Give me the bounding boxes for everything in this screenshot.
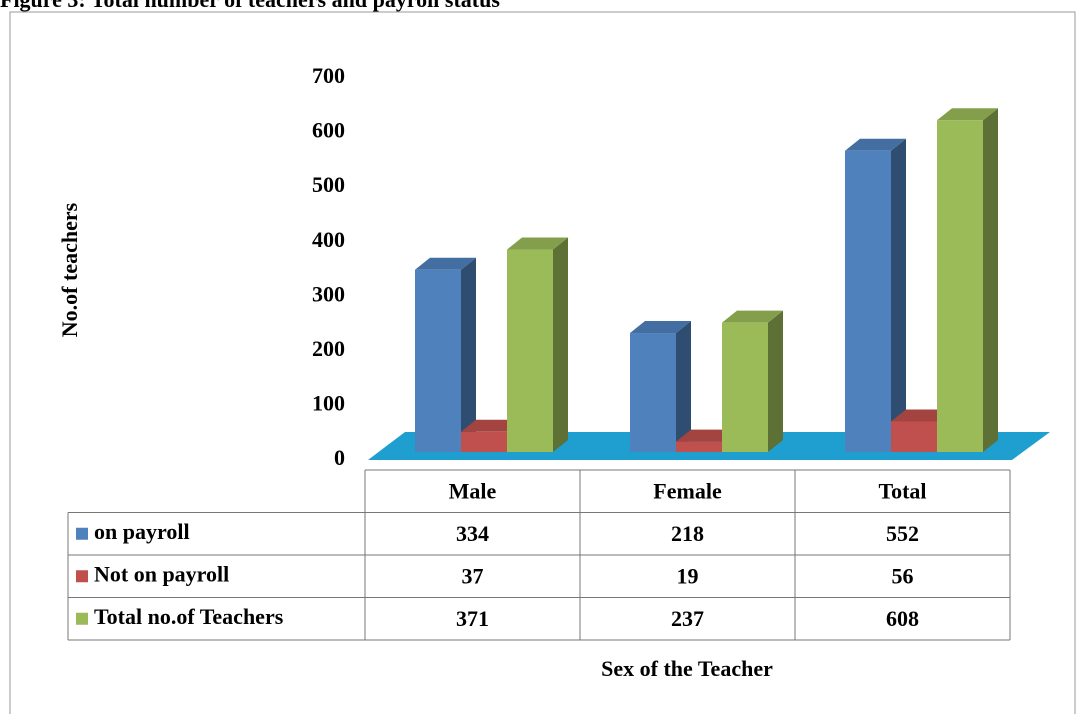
bar: [722, 322, 768, 452]
x-tick-label: Male: [449, 478, 497, 503]
legend-swatch: [76, 612, 88, 625]
bar: [937, 120, 983, 452]
table-value: 19: [677, 563, 699, 588]
y-tick-label: 700: [312, 63, 345, 88]
table-value: 371: [456, 606, 489, 631]
table-value: 237: [671, 606, 704, 631]
y-tick-label: 100: [312, 390, 345, 415]
x-axis-label: Sex of the Teacher: [601, 656, 773, 681]
frame: [9, 11, 1076, 714]
bar-top: [415, 257, 476, 270]
y-tick-label: 200: [312, 336, 345, 361]
x-tick-label: Female: [653, 478, 722, 503]
y-tick-label: 600: [312, 118, 345, 143]
table-value: 56: [892, 563, 914, 588]
y-tick-label: 0: [334, 445, 345, 470]
bar-side: [553, 237, 568, 452]
bar: [676, 441, 722, 452]
y-tick-label: 500: [312, 172, 345, 197]
bar-top: [722, 310, 783, 323]
bar: [461, 431, 507, 452]
bar: [507, 249, 553, 452]
bar-top: [461, 419, 522, 432]
bar: [415, 269, 461, 452]
bar-side: [461, 257, 476, 452]
chart-title: Figure 3: Total number of teachers and p…: [0, 0, 500, 12]
bar: [891, 421, 937, 452]
table-value: 334: [456, 521, 489, 546]
legend-label: Not on payroll: [94, 561, 229, 586]
legend-swatch: [76, 570, 88, 583]
x-tick-label: Total: [878, 478, 926, 503]
legend-label: Total no.of Teachers: [94, 604, 284, 629]
bar-top: [507, 237, 568, 250]
y-axis-label: No.of teachers: [57, 202, 82, 337]
table-value: 218: [671, 521, 704, 546]
bar-top: [937, 108, 998, 121]
bar-top: [891, 409, 952, 422]
bar-side: [768, 310, 783, 452]
bar-top: [845, 138, 906, 151]
bar: [630, 333, 676, 452]
bar-side: [676, 321, 691, 452]
bar-top: [676, 429, 737, 442]
bar-side: [983, 108, 998, 452]
table-value: 608: [886, 606, 919, 631]
y-tick-label: 300: [312, 281, 345, 306]
table-value: 37: [462, 563, 484, 588]
legend-swatch: [76, 527, 88, 540]
y-tick-label: 400: [312, 227, 345, 252]
legend-label: on payroll: [94, 519, 190, 544]
table-value: 552: [886, 521, 919, 546]
bar-top: [630, 321, 691, 334]
bar: [845, 150, 891, 452]
bar-side: [891, 138, 906, 452]
